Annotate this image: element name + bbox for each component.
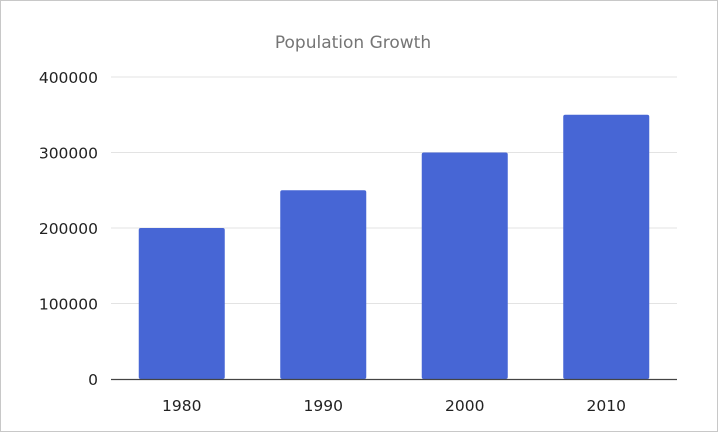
y-axis-ticks: 0 100000 200000 300000 400000 xyxy=(39,69,98,389)
y-tick-label: 100000 xyxy=(39,296,98,314)
x-tick-label: 2010 xyxy=(587,397,626,415)
bar-2000 xyxy=(421,152,508,379)
x-axis-ticks: 1980 1990 2000 2010 xyxy=(162,397,626,415)
y-tick-label: 300000 xyxy=(39,145,98,163)
bar-1980 xyxy=(138,228,225,379)
x-tick-label: 1980 xyxy=(162,397,201,415)
chart-title: Population Growth xyxy=(275,33,431,53)
y-tick-label: 200000 xyxy=(39,220,98,238)
x-tick-label: 2000 xyxy=(445,397,484,415)
bar-2010 xyxy=(563,114,650,379)
y-tick-label: 400000 xyxy=(39,69,98,87)
x-tick-label: 1990 xyxy=(304,397,343,415)
bars xyxy=(138,114,650,379)
y-tick-label: 0 xyxy=(88,371,98,389)
bar-1990 xyxy=(280,190,367,379)
